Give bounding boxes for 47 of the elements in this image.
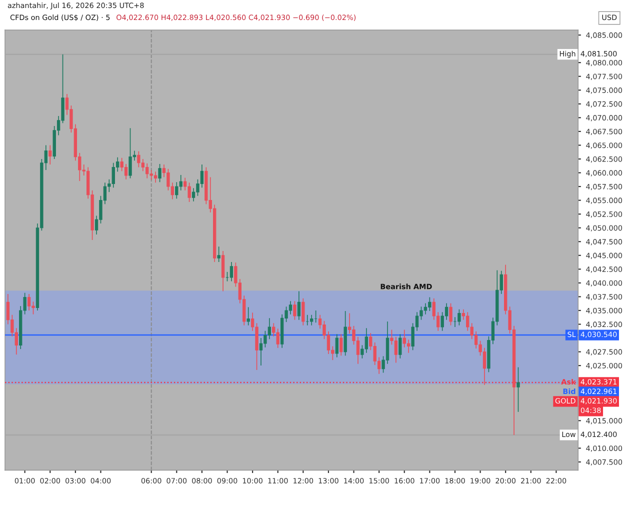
candlestick (453, 316, 457, 328)
candlestick (428, 296, 432, 312)
candlestick (27, 294, 31, 311)
candlestick (221, 250, 225, 292)
candlestick (288, 300, 292, 315)
candlestick (217, 246, 220, 262)
candlestick (230, 262, 234, 282)
candlestick (200, 164, 204, 188)
candlestick (179, 174, 182, 191)
candlestick (158, 164, 162, 183)
candlestick (474, 330, 478, 349)
candlestick (516, 366, 520, 412)
candlestick (192, 188, 196, 202)
candlestick (398, 334, 402, 359)
candlestick (297, 290, 301, 320)
candlestick (424, 302, 428, 315)
candlestick (268, 318, 272, 340)
candlestick (32, 301, 35, 315)
candlestick (482, 348, 486, 386)
candlestick (276, 328, 280, 348)
candlestick (264, 330, 267, 348)
candlestick (124, 164, 128, 180)
candlestick (166, 168, 170, 191)
candlestick (120, 157, 124, 172)
candlestick (302, 298, 305, 326)
candlestick (112, 162, 115, 188)
candlestick (48, 144, 52, 165)
candlestick (150, 170, 153, 180)
candlestick (340, 334, 343, 356)
candlestick (259, 338, 263, 366)
candlestick (394, 336, 398, 364)
candlestick (402, 329, 406, 348)
candlestick (364, 328, 368, 354)
candlestick (449, 302, 452, 326)
candlestick (137, 150, 140, 168)
candlestick (255, 322, 258, 370)
candlestick (188, 182, 191, 202)
candlestick (293, 300, 296, 320)
candlestick (310, 314, 314, 326)
candlestick (335, 334, 338, 358)
candlestick (246, 306, 250, 326)
candlestick (175, 182, 178, 200)
candlestick (466, 312, 470, 332)
candlestick (154, 171, 158, 184)
candlestick (128, 128, 132, 179)
candlestick (146, 162, 149, 179)
candlestick (458, 308, 461, 326)
